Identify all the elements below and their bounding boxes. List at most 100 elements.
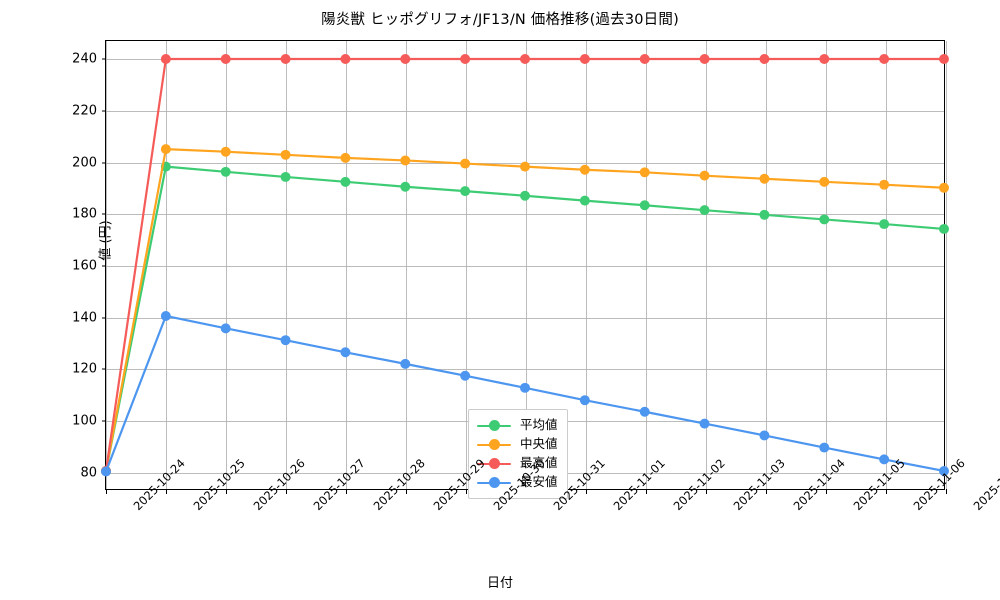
data-point — [520, 382, 530, 393]
data-point — [699, 170, 710, 181]
gridline-horizontal — [106, 369, 944, 371]
data-point — [579, 395, 590, 406]
data-point — [101, 466, 111, 477]
data-point — [819, 176, 830, 187]
x-tick-mark — [706, 489, 707, 494]
data-point — [340, 54, 351, 65]
data-point — [759, 430, 770, 441]
data-point — [939, 182, 949, 193]
data-point — [460, 158, 471, 169]
x-axis-label: 日付 — [486, 576, 513, 591]
data-point — [639, 200, 650, 211]
x-tick-mark — [226, 489, 227, 494]
x-tick-mark — [406, 489, 407, 494]
data-point — [400, 155, 411, 166]
data-point — [579, 195, 590, 206]
data-point — [160, 54, 171, 65]
y-tick-label: 80 — [80, 465, 97, 481]
x-tick-label: 2025-11-07 — [970, 456, 1000, 514]
data-point — [400, 181, 411, 192]
data-point — [759, 173, 770, 184]
y-tick-mark — [101, 213, 106, 215]
legend-item[interactable]: 平均値 — [477, 416, 558, 435]
legend-label: 最高値 — [520, 455, 558, 471]
gridline-horizontal — [106, 110, 944, 112]
x-tick-mark — [166, 489, 167, 494]
y-tick-label: 160 — [72, 258, 97, 274]
y-tick-label: 120 — [72, 361, 97, 377]
data-point — [220, 146, 231, 157]
y-tick-mark — [101, 110, 106, 112]
data-point — [639, 167, 650, 178]
x-tick-mark — [106, 489, 107, 494]
legend-label: 平均値 — [520, 417, 558, 433]
data-point — [280, 149, 291, 160]
data-point — [699, 205, 710, 216]
gridline-vertical — [226, 41, 227, 489]
y-tick-label: 200 — [72, 155, 97, 171]
gridline-vertical — [526, 41, 527, 489]
gridline-vertical — [166, 41, 167, 489]
data-point — [639, 406, 650, 417]
series-lines — [101, 54, 949, 477]
data-point — [220, 323, 231, 334]
data-point — [879, 179, 890, 190]
y-tick-label: 100 — [72, 413, 97, 429]
gridline-vertical — [406, 41, 407, 489]
data-point — [340, 176, 351, 187]
gridline-horizontal — [106, 317, 944, 319]
gridline-horizontal — [106, 266, 944, 267]
y-tick-mark — [101, 162, 106, 164]
data-point — [340, 152, 351, 163]
data-point — [220, 54, 231, 65]
x-tick-mark — [466, 489, 467, 494]
gridline-vertical — [826, 41, 827, 489]
data-point — [939, 223, 949, 234]
data-point — [160, 311, 171, 321]
data-point — [879, 219, 890, 230]
data-point — [579, 164, 590, 175]
x-tick-mark — [346, 489, 347, 494]
gridline-horizontal — [106, 214, 944, 216]
data-point — [400, 54, 411, 65]
x-tick-mark — [946, 489, 947, 494]
gridline-vertical — [646, 41, 647, 489]
data-point — [819, 442, 830, 453]
x-tick-mark — [826, 489, 827, 494]
data-point — [460, 370, 471, 381]
x-tick-mark — [286, 489, 287, 494]
y-tick-label: 140 — [72, 310, 97, 326]
data-point — [639, 54, 650, 65]
gridline-vertical — [346, 41, 347, 489]
legend-swatch-icon — [477, 419, 511, 433]
y-tick-label: 240 — [72, 51, 97, 67]
legend-item[interactable]: 最高値 — [477, 454, 558, 473]
gridline-vertical — [706, 41, 707, 489]
data-point — [579, 54, 590, 65]
data-point — [160, 144, 171, 155]
series-4 — [101, 311, 949, 477]
legend-item[interactable]: 最安値 — [477, 473, 558, 492]
y-tick-mark — [101, 368, 106, 370]
data-point — [340, 347, 351, 358]
y-tick-label: 220 — [72, 103, 97, 119]
y-tick-mark — [101, 58, 106, 60]
x-tick-mark — [886, 489, 887, 494]
data-point — [520, 161, 530, 172]
data-point — [220, 166, 231, 177]
gridline-vertical — [586, 41, 587, 489]
data-point — [460, 186, 471, 197]
legend-item[interactable]: 中央値 — [477, 435, 558, 454]
data-point — [460, 54, 471, 65]
gridline-vertical — [886, 41, 887, 489]
y-tick-mark — [101, 420, 106, 422]
data-point — [699, 418, 710, 429]
data-point — [879, 54, 890, 65]
data-point — [759, 54, 770, 65]
data-point — [759, 209, 770, 220]
gridline-vertical — [106, 41, 107, 489]
data-point — [819, 214, 830, 225]
data-point — [520, 190, 530, 201]
